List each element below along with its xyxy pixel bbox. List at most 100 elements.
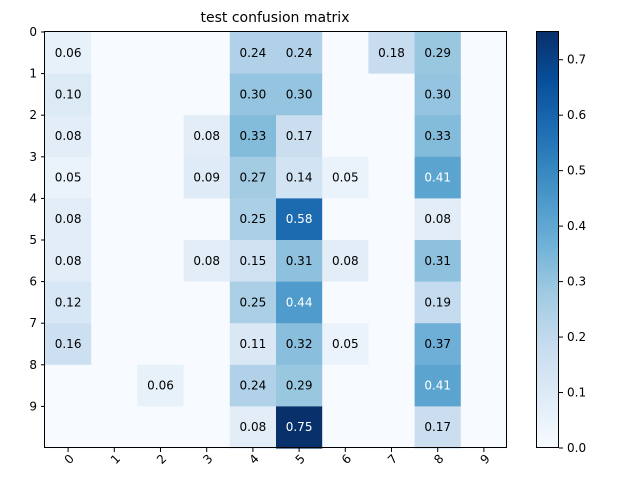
x-tick-label: 5 (293, 452, 308, 467)
heatmap-cell (45, 198, 92, 241)
colorbar-tick-label: 0.7 (567, 53, 586, 67)
cell-value-label: 0.29 (286, 379, 313, 393)
heatmap-cell (414, 156, 462, 199)
heatmap-cell (229, 115, 277, 158)
heatmap-cell (322, 156, 369, 199)
x-tick-label: 2 (154, 452, 169, 467)
heatmap-cell (91, 406, 138, 449)
heatmap-cell (368, 115, 416, 158)
cell-value-label: 0.31 (286, 254, 313, 268)
cell-value-label: 0.11 (240, 337, 267, 351)
cell-value-label: 0.24 (286, 46, 313, 60)
heatmap-cell (229, 406, 277, 449)
y-axis-ticks: 0 1 2 3 4 5 6 7 8 9 (29, 25, 45, 413)
y-tick-label: 1 (29, 67, 37, 81)
heatmap-cell (322, 115, 369, 158)
cell-value-label: 0.16 (55, 337, 82, 351)
cell-value-label: 0.14 (286, 171, 313, 185)
cell-value-label: 0.33 (424, 129, 451, 143)
y-tick-label: 6 (29, 275, 37, 289)
heatmap-cell (183, 323, 231, 366)
colorbar-tick-label: 0.5 (567, 164, 586, 178)
cell-value-label: 0.27 (240, 171, 267, 185)
heatmap-cell (229, 281, 277, 324)
x-tick-label: 9 (477, 452, 492, 467)
heatmap-cell (414, 198, 462, 241)
heatmap-cell (183, 281, 231, 324)
cell-value-label: 0.30 (286, 87, 313, 101)
heatmap-cell (91, 281, 138, 324)
heatmap-cell (137, 240, 185, 283)
heatmap-cell (183, 115, 231, 158)
y-tick-label: 8 (29, 358, 37, 372)
cell-value-label: 0.37 (424, 337, 451, 351)
cell-value-label: 0.29 (424, 46, 451, 60)
cell-value-label: 0.58 (286, 212, 313, 226)
y-tick-label: 9 (29, 399, 37, 413)
heatmap-cell (368, 240, 416, 283)
heatmap-cell (183, 156, 231, 199)
heatmap-cell (137, 73, 185, 116)
x-tick-label: 1 (108, 452, 123, 467)
heatmap-cell (183, 32, 231, 75)
heatmap-cell (322, 73, 369, 116)
heatmap-cell (460, 406, 508, 449)
cell-value-label: 0.08 (332, 254, 359, 268)
heatmap-cell (460, 32, 508, 75)
heatmap-cell (460, 323, 508, 366)
heatmap-cell (276, 406, 323, 449)
heatmap-cell (45, 406, 92, 449)
heatmap-cell (414, 73, 462, 116)
cell-value-label: 0.75 (286, 420, 313, 434)
cell-value-label: 0.33 (240, 129, 267, 143)
heatmap-cell (414, 323, 462, 366)
cell-value-label: 0.17 (286, 129, 313, 143)
x-tick-label: 3 (200, 452, 215, 467)
heatmap-cell (460, 73, 508, 116)
heatmap-cell (460, 364, 508, 407)
heatmap-cell (368, 406, 416, 449)
heatmap-cell (322, 323, 369, 366)
cell-labels: 0.06 0.24 0.24 0.18 0.29 0.10 0.30 0.30 0.30 0.08… (55, 46, 451, 434)
cell-value-label: 0.25 (240, 212, 267, 226)
heatmap-cell (229, 198, 277, 241)
cell-value-label: 0.06 (147, 379, 174, 393)
cell-value-label: 0.30 (424, 87, 451, 101)
heatmap-cell (368, 198, 416, 241)
cell-value-label: 0.08 (55, 212, 82, 226)
cell-value-label: 0.09 (193, 171, 220, 185)
heatmap-cell (460, 240, 508, 283)
cell-value-label: 0.41 (424, 171, 451, 185)
heatmap-cell (276, 323, 323, 366)
x-tick-label: 7 (385, 452, 400, 467)
heatmap-cell (45, 32, 92, 75)
cell-value-label: 0.30 (240, 87, 267, 101)
cell-value-label: 0.24 (240, 379, 267, 393)
heatmap-cell (460, 281, 508, 324)
heatmap-cell (368, 156, 416, 199)
x-axis-ticks: 0 1 2 3 4 5 6 7 8 9 (62, 448, 493, 467)
heatmap-cell (276, 198, 323, 241)
colorbar-tick-label: 0.3 (567, 275, 586, 289)
x-tick-label: 0 (62, 452, 77, 467)
heatmap-cell (276, 73, 323, 116)
heatmap-cell (45, 323, 92, 366)
cell-value-label: 0.31 (424, 254, 451, 268)
heatmap-cell (45, 73, 92, 116)
y-tick-label: 3 (29, 150, 37, 164)
heatmap-cell (229, 323, 277, 366)
heatmap-cell (322, 281, 369, 324)
heatmap-cell (45, 156, 92, 199)
heatmap-cell (45, 281, 92, 324)
heatmap-cell (91, 156, 138, 199)
colorbar-ticks: 0.0 0.1 0.2 0.3 0.4 0.5 0.6 0.7 (559, 53, 586, 455)
cell-value-label: 0.24 (240, 46, 267, 60)
heatmap-cell (276, 156, 323, 199)
heatmap-cell (91, 323, 138, 366)
heatmap-cell (322, 406, 369, 449)
heatmap-cell (322, 198, 369, 241)
heatmap-cell (368, 32, 416, 75)
heatmap-cell (137, 198, 185, 241)
cell-value-label: 0.08 (240, 420, 267, 434)
heatmap-cell (229, 240, 277, 283)
